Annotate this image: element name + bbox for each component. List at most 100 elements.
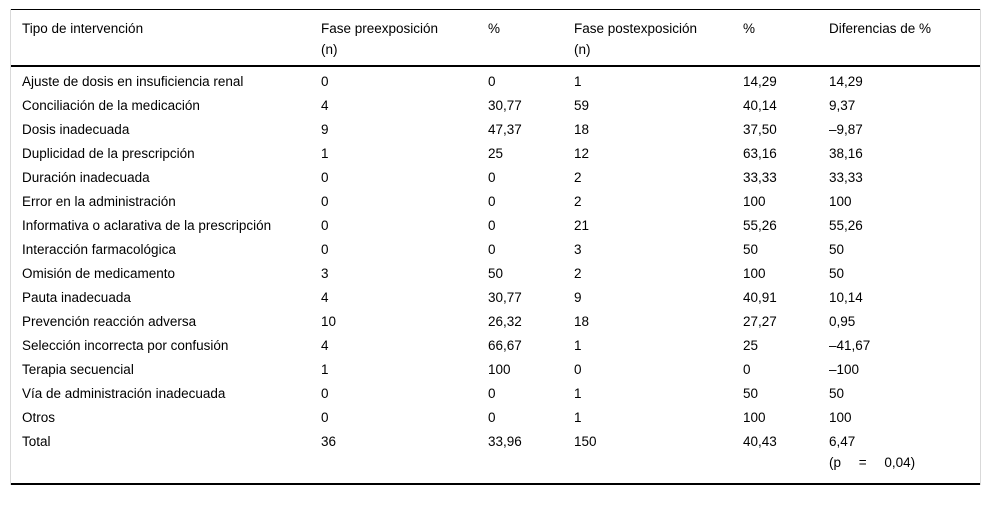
p-value-note: (p = 0,04) xyxy=(829,455,916,470)
cell-post-pct: 37,50 xyxy=(743,122,777,137)
col-header-label: Fase preexposición xyxy=(321,21,439,36)
cell-pre-n: 36 xyxy=(321,429,488,485)
cell-pre-pct: 0 xyxy=(488,410,496,425)
cell-intervention: Omisión de medicamento xyxy=(22,266,176,281)
cell-post-n: 2 xyxy=(574,170,582,185)
cell-pre-pct: 0 xyxy=(488,242,496,257)
cell-pre-n: 9 xyxy=(321,122,329,137)
cell-pre-n: 0 xyxy=(321,242,329,257)
cell-diff: 9,37 xyxy=(829,98,856,113)
cell-post-pct: 33,33 xyxy=(743,170,777,185)
table-row: Error en la administración 0 0 2 100 100 xyxy=(11,190,980,214)
cell-pre-pct: 30,77 xyxy=(488,290,522,305)
table-row: Pauta inadecuada 4 30,77 9 40,91 10,14 xyxy=(11,286,980,310)
table-row: Terapia secuencial 1 100 0 0 –100 xyxy=(11,358,980,382)
interventions-table: Tipo de intervención Fase preexposición … xyxy=(11,9,980,485)
cell-pre-pct: 33,96 xyxy=(488,429,574,485)
cell-intervention: Terapia secuencial xyxy=(22,362,134,377)
table-row: Prevención reacción adversa 10 26,32 18 … xyxy=(11,310,980,334)
cell-diff: 55,26 xyxy=(829,218,863,233)
table-row: Duración inadecuada 0 0 2 33,33 33,33 xyxy=(11,166,980,190)
cell-pre-n: 0 xyxy=(321,218,329,233)
cell-post-n: 1 xyxy=(574,74,582,89)
table-body: Ajuste de dosis en insuficiencia renal 0… xyxy=(11,66,980,485)
cell-pre-n: 0 xyxy=(321,74,329,89)
cell-pre-n: 0 xyxy=(321,170,329,185)
col-header-diferencias: Diferencias de % xyxy=(829,9,980,67)
cell-post-pct: 27,27 xyxy=(743,314,777,329)
cell-pre-pct: 0 xyxy=(488,194,496,209)
cell-pre-pct: 0 xyxy=(488,74,496,89)
cell-post-n: 2 xyxy=(574,266,582,281)
cell-intervention: Otros xyxy=(22,410,56,425)
cell-intervention: Selección incorrecta por confusión xyxy=(22,338,229,353)
cell-intervention: Ajuste de dosis en insuficiencia renal xyxy=(22,74,244,89)
table-row: Dosis inadecuada 9 47,37 18 37,50 –9,87 xyxy=(11,118,980,142)
cell-post-n: 1 xyxy=(574,410,582,425)
cell-diff: 14,29 xyxy=(829,74,863,89)
cell-pre-pct: 66,67 xyxy=(488,338,522,353)
cell-diff-total: 6,47 (p = 0,04) xyxy=(829,429,980,485)
cell-intervention: Duplicidad de la prescripción xyxy=(22,146,195,161)
col-header-sublabel: (n) xyxy=(574,42,591,57)
cell-pre-pct: 47,37 xyxy=(488,122,522,137)
cell-post-n: 21 xyxy=(574,218,590,233)
cell-pre-n: 0 xyxy=(321,410,329,425)
cell-post-n: 150 xyxy=(574,429,743,485)
cell-post-pct: 14,29 xyxy=(743,74,777,89)
cell-intervention: Error en la administración xyxy=(22,194,176,209)
cell-post-pct: 25 xyxy=(743,338,759,353)
cell-diff: 50 xyxy=(829,386,845,401)
cell-intervention: Interacción farmacológica xyxy=(22,242,176,257)
cell-diff: –41,67 xyxy=(829,338,871,353)
cell-post-n: 1 xyxy=(574,386,582,401)
cell-pre-pct: 26,32 xyxy=(488,314,522,329)
table-row: Ajuste de dosis en insuficiencia renal 0… xyxy=(11,66,980,94)
cell-diff: 0,95 xyxy=(829,314,856,329)
col-header-pct-post: % xyxy=(743,9,829,67)
col-header-fase-preexposicion: Fase preexposición (n) xyxy=(321,9,488,67)
cell-pre-n: 0 xyxy=(321,194,329,209)
cell-post-pct: 50 xyxy=(743,386,759,401)
table-row: Conciliación de la medicación 4 30,77 59… xyxy=(11,94,980,118)
cell-pre-n: 4 xyxy=(321,290,329,305)
table-row: Interacción farmacológica 0 0 3 50 50 xyxy=(11,238,980,262)
cell-pre-n: 4 xyxy=(321,98,329,113)
col-header-sublabel: (n) xyxy=(321,42,338,57)
cell-intervention: Prevención reacción adversa xyxy=(22,314,197,329)
cell-post-n: 18 xyxy=(574,122,590,137)
table-row: Informativa o aclarativa de la prescripc… xyxy=(11,214,980,238)
cell-pre-pct: 30,77 xyxy=(488,98,522,113)
cell-diff: 50 xyxy=(829,242,845,257)
cell-post-pct: 100 xyxy=(743,266,766,281)
cell-diff: –9,87 xyxy=(829,122,863,137)
cell-pre-pct: 0 xyxy=(488,170,496,185)
cell-post-pct: 40,43 xyxy=(743,429,829,485)
col-header-label: Fase postexposición xyxy=(574,21,698,36)
cell-intervention: Conciliación de la medicación xyxy=(22,98,200,113)
cell-pre-n: 4 xyxy=(321,338,329,353)
cell-post-n: 18 xyxy=(574,314,590,329)
interventions-table-container: Tipo de intervención Fase preexposición … xyxy=(10,9,981,485)
cell-diff: 38,16 xyxy=(829,146,863,161)
cell-pre-n: 10 xyxy=(321,314,337,329)
cell-diff: 100 xyxy=(829,410,852,425)
cell-pre-n: 1 xyxy=(321,146,329,161)
cell-post-n: 9 xyxy=(574,290,582,305)
cell-pre-n: 3 xyxy=(321,266,329,281)
cell-pre-pct: 25 xyxy=(488,146,504,161)
col-header-label: Diferencias de % xyxy=(829,21,932,36)
col-header-tipo-intervencion: Tipo de intervención xyxy=(11,9,321,67)
cell-post-pct: 40,91 xyxy=(743,290,777,305)
cell-pre-pct: 50 xyxy=(488,266,504,281)
table-row: Duplicidad de la prescripción 1 25 12 63… xyxy=(11,142,980,166)
table-row: Vía de administración inadecuada 0 0 1 5… xyxy=(11,382,980,406)
cell-diff: 10,14 xyxy=(829,290,863,305)
cell-post-pct: 100 xyxy=(743,410,766,425)
col-header-label: % xyxy=(488,21,501,36)
cell-post-pct: 40,14 xyxy=(743,98,777,113)
cell-intervention: Total xyxy=(11,429,321,485)
cell-pre-pct: 100 xyxy=(488,362,511,377)
col-header-pct-pre: % xyxy=(488,9,574,67)
